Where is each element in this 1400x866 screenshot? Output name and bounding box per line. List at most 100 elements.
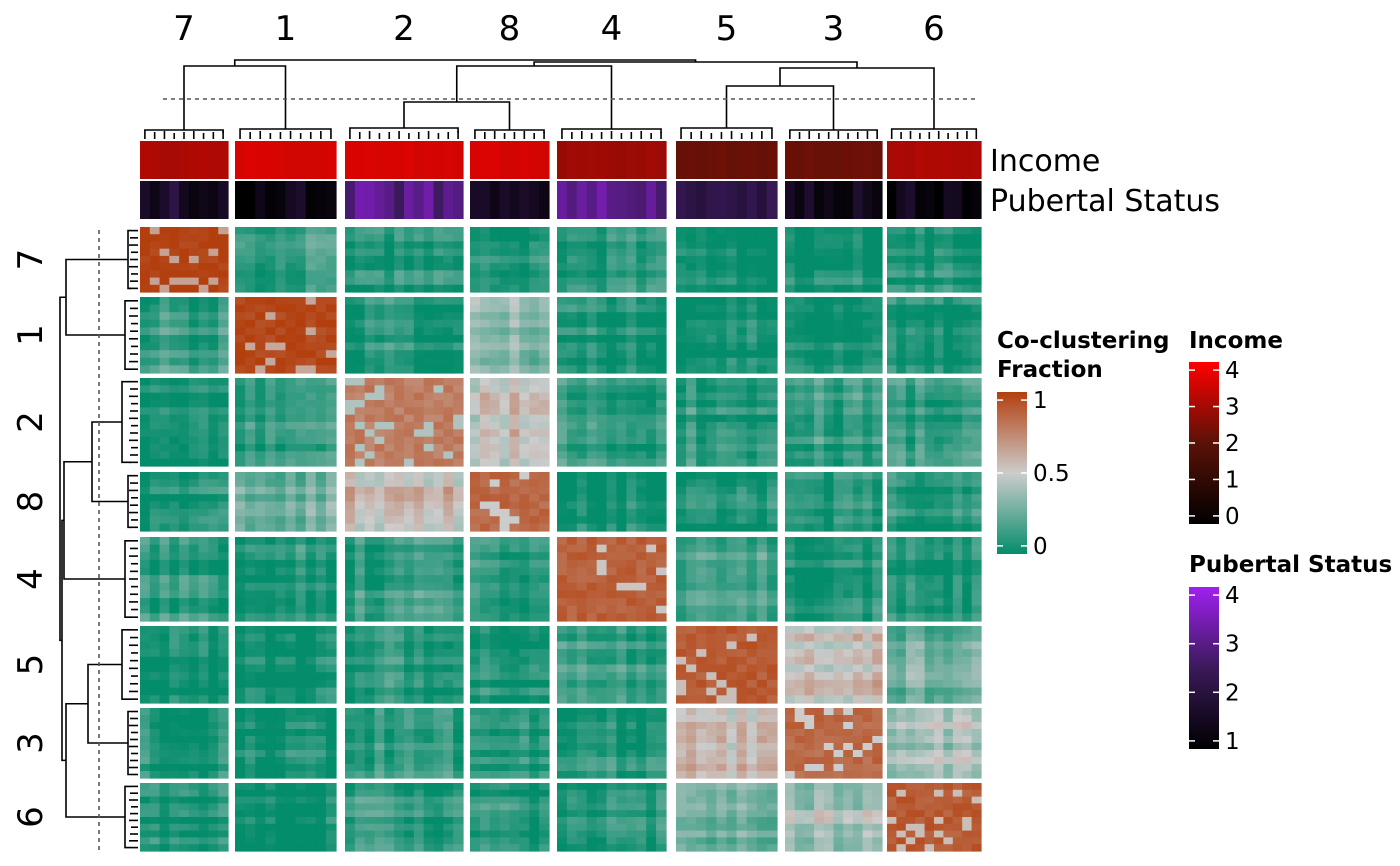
heatmap-cell: [716, 263, 728, 271]
heatmap-cell: [656, 472, 667, 480]
heatmap-cell: [696, 687, 707, 696]
heatmap-cell: [539, 451, 550, 460]
heatmap-cell: [489, 641, 501, 650]
heatmap-cell: [198, 479, 210, 488]
heatmap-cell: [470, 656, 481, 666]
heatmap-cell: [971, 451, 982, 460]
heatmap-cell: [862, 444, 873, 452]
heatmap-cell: [636, 414, 647, 423]
heatmap-cell: [943, 400, 954, 408]
heatmap-cell: [843, 255, 854, 264]
heatmap-cell: [576, 422, 588, 430]
heatmap-cell: [364, 590, 376, 599]
heatmap-cell: [785, 649, 796, 658]
heatmap-cell: [716, 357, 728, 366]
heatmap-cell: [470, 508, 481, 517]
heatmap-cell: [413, 501, 425, 510]
heatmap-cell: [962, 392, 973, 401]
heatmap-cell: [159, 385, 170, 394]
heatmap-cell: [887, 590, 897, 599]
heatmap-cell: [905, 458, 916, 467]
heatmap-cell: [804, 400, 815, 408]
heatmap-cell: [325, 407, 337, 416]
heatmap-cell: [255, 342, 266, 351]
heatmap-cell: [245, 516, 256, 525]
heatmap-cell: [519, 284, 530, 293]
heatmap-cell: [887, 365, 897, 374]
heatmap-cell: [413, 342, 425, 351]
heatmap-cell: [364, 297, 376, 306]
heatmap-cell: [345, 664, 356, 673]
heatmap-cell: [924, 559, 935, 569]
heatmap-cell: [596, 501, 608, 510]
heatmap-cell: [159, 319, 170, 328]
heatmap-cell: [616, 357, 627, 366]
heatmap-cell: [716, 350, 728, 359]
heatmap-cell: [345, 575, 356, 584]
heatmap-cell: [453, 590, 464, 599]
heatmap-cell: [235, 626, 246, 635]
heatmap-cell: [265, 598, 276, 607]
heatmap-cell: [499, 567, 511, 576]
heatmap-cell: [905, 582, 916, 592]
heatmap-cell: [726, 270, 738, 279]
heatmap-cell: [971, 407, 982, 416]
heatmap-cell: [235, 575, 246, 584]
heatmap-cell: [443, 501, 454, 510]
heatmap-cell: [952, 494, 963, 503]
heatmap-cell: [616, 479, 627, 488]
heatmap-cell: [255, 695, 266, 704]
heatmap-cell: [971, 494, 982, 503]
heatmap-cell: [470, 537, 481, 546]
heatmap-cell: [354, 385, 366, 394]
heatmap-cell: [433, 590, 444, 599]
heatmap-cell: [943, 649, 954, 658]
heatmap-cell: [305, 385, 317, 394]
heatmap-cell: [275, 392, 287, 401]
heatmap-cell: [539, 582, 550, 592]
heatmap-cell: [872, 227, 883, 235]
heatmap-cell: [364, 312, 376, 321]
heatmap-cell: [198, 342, 210, 351]
heatmap-cell: [453, 365, 464, 374]
heatmap-cell: [766, 641, 778, 650]
heatmap-cell: [433, 472, 444, 480]
heatmap-cell: [962, 501, 973, 510]
heatmap-cell: [616, 598, 627, 607]
heatmap-cell: [404, 392, 415, 401]
heatmap-cell: [394, 479, 405, 488]
heatmap-cell: [265, 672, 276, 681]
heatmap-cell: [852, 458, 864, 467]
heatmap-cell: [872, 508, 883, 517]
heatmap-cell: [499, 664, 511, 673]
heatmap-cell: [169, 357, 180, 366]
heatmap-cell: [794, 255, 805, 264]
heatmap-cell: [557, 582, 568, 592]
heatmap-cell: [676, 304, 687, 313]
heatmap-cell: [706, 508, 717, 517]
heatmap-cell: [596, 407, 608, 416]
heatmap-cell: [374, 508, 385, 517]
heatmap-cell: [354, 626, 366, 635]
heatmap-cell: [433, 626, 444, 635]
heatmap-cell: [275, 633, 287, 642]
heatmap-cell: [833, 458, 844, 467]
heatmap-cell: [924, 407, 935, 416]
heatmap-cell: [833, 227, 844, 235]
heatmap-cell: [295, 327, 307, 336]
heatmap-cell: [354, 458, 366, 467]
heatmap-cell: [952, 552, 963, 561]
heatmap-cell: [606, 444, 618, 452]
heatmap-cell: [887, 400, 897, 408]
heatmap-cell: [862, 656, 873, 666]
heatmap-cell: [169, 736, 180, 744]
heatmap-cell: [315, 422, 327, 430]
heatmap-cell: [794, 672, 805, 681]
heatmap-cell: [413, 248, 425, 257]
heatmap-cell: [924, 436, 935, 445]
heatmap-cell: [404, 552, 415, 561]
heatmap-cell: [676, 422, 687, 430]
heatmap-cell: [499, 451, 511, 460]
heatmap-cell: [616, 544, 627, 553]
heatmap-cell: [576, 641, 588, 650]
